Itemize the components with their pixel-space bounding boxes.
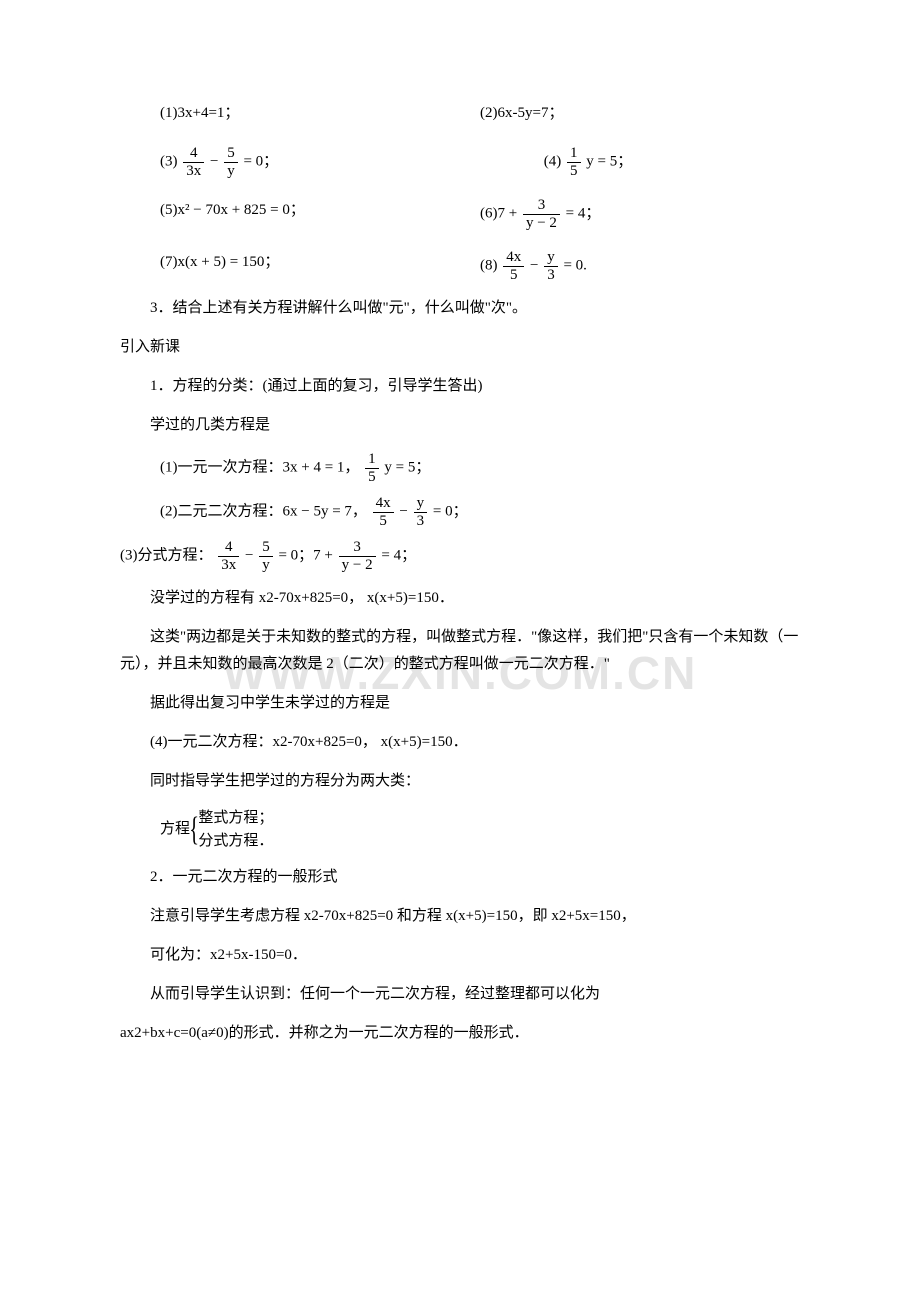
exercise-6-prefix: (6)7 + xyxy=(480,205,521,221)
exercise-6-suffix: = 4； xyxy=(566,205,601,221)
minus: − xyxy=(530,257,542,273)
para-9: (4)一元二次方程：x2-70x+825=0， x(x+5)=150． xyxy=(120,729,800,756)
exercise-4: (4) 15 y = 5； xyxy=(480,145,800,179)
class-3-mid: = 0；7 + xyxy=(278,547,336,563)
frac-1-5: 15 xyxy=(567,145,581,179)
exercise-4-prefix: (4) xyxy=(544,153,562,169)
exercise-6: (6)7 + 3y − 2 = 4； xyxy=(480,197,800,231)
para-11: 2．一元二次方程的一般形式 xyxy=(120,864,800,891)
frac-4-3xb: 43x xyxy=(218,539,239,573)
exercise-2: (2)6x-5y=7； xyxy=(480,100,800,127)
para-4: 1．方程的分类：(通过上面的复习，引导学生答出) xyxy=(120,373,800,400)
frac-3-y2: 3y − 2 xyxy=(523,197,560,231)
brace-opt-1: 整式方程； xyxy=(198,810,273,826)
class-2-suffix: = 0； xyxy=(433,503,468,519)
class-2: (2)二元二次方程：6x − 5y = 7， 4x5 − y3 = 0； xyxy=(160,495,800,529)
para-7: 这类"两边都是关于未知数的整式的方程，叫做整式方程．"像这样，我们把"只含有一个… xyxy=(120,624,800,678)
exercise-8-prefix: (8) xyxy=(480,257,498,273)
frac-4x-5b: 4x5 xyxy=(373,495,394,529)
exercise-row-3-4: (3) 43x − 5y = 0； (4) 15 y = 5； xyxy=(120,145,800,179)
frac-4-3x: 43x xyxy=(183,145,204,179)
frac-3-y2b: 3y − 2 xyxy=(339,539,376,573)
exercise-4-suffix: y = 5； xyxy=(586,153,632,169)
exercise-8: (8) 4x5 − y3 = 0. xyxy=(480,249,800,283)
exercise-3-prefix: (3) xyxy=(160,153,178,169)
frac-1-5b: 15 xyxy=(365,451,379,485)
exercise-5: (5)x² − 70x + 825 = 0； xyxy=(160,197,480,231)
exercise-7: (7)x(x + 5) = 150； xyxy=(160,249,480,283)
frac-y-3b: y3 xyxy=(414,495,428,529)
exercise-row-1-2: (1)3x+4=1； (2)6x-5y=7； xyxy=(120,100,800,127)
para-8: 据此得出复习中学生未学过的方程是 xyxy=(120,690,800,717)
class-3-suffix: = 4； xyxy=(381,547,416,563)
frac-4x-5: 4x5 xyxy=(503,249,524,283)
para-10: 同时指导学生把学过的方程分为两大类： xyxy=(120,768,800,795)
minus: − xyxy=(399,503,411,519)
class-1-text: (1)一元一次方程：3x + 4 = 1， xyxy=(160,459,359,475)
brace-opt-2: 分式方程． xyxy=(198,833,273,849)
para-5: 学过的几类方程是 xyxy=(120,412,800,439)
para-6: 没学过的方程有 x2-70x+825=0， x(x+5)=150． xyxy=(120,585,800,612)
class-1: (1)一元一次方程：3x + 4 = 1， 15 y = 5； xyxy=(160,451,800,485)
exercise-1: (1)3x+4=1； xyxy=(160,100,480,127)
brace-label: 方程 xyxy=(160,816,190,843)
minus: − xyxy=(245,547,257,563)
exercise-3: (3) 43x − 5y = 0； xyxy=(160,145,480,179)
para-14: 从而引导学生认识到：任何一个一元二次方程，经过整理都可以化为 xyxy=(120,981,800,1008)
brace-icon: { xyxy=(189,813,199,847)
exercise-8-suffix: = 0. xyxy=(563,257,586,273)
brace-block: 方程 { 整式方程； 分式方程． xyxy=(160,807,800,852)
class-3: (3)分式方程： 43x − 5y = 0；7 + 3y − 2 = 4； xyxy=(120,539,800,573)
para-12: 注意引导学生考虑方程 x2-70x+825=0 和方程 x(x+5)=150，即… xyxy=(120,903,800,930)
class-1-suffix: y = 5； xyxy=(384,459,430,475)
exercise-row-7-8: (7)x(x + 5) = 150； (8) 4x5 − y3 = 0. xyxy=(120,249,800,283)
exercise-3-suffix: = 0； xyxy=(243,153,278,169)
frac-5-yb: 5y xyxy=(259,539,273,573)
para-3: 3．结合上述有关方程讲解什么叫做"元"，什么叫做"次"。 xyxy=(120,295,800,322)
class-3-prefix: (3)分式方程： xyxy=(120,547,213,563)
frac-y-3: y3 xyxy=(544,249,558,283)
heading-intro: 引入新课 xyxy=(120,334,800,361)
class-2-text: (2)二元二次方程：6x − 5y = 7， xyxy=(160,503,367,519)
frac-5-y: 5y xyxy=(224,145,238,179)
exercise-row-5-6: (5)x² − 70x + 825 = 0； (6)7 + 3y − 2 = 4… xyxy=(120,197,800,231)
minus: − xyxy=(210,153,222,169)
para-13: 可化为：x2+5x-150=0． xyxy=(120,942,800,969)
para-15: ax2+bx+c=0(a≠0)的形式．并称之为一元二次方程的一般形式． xyxy=(120,1020,800,1047)
